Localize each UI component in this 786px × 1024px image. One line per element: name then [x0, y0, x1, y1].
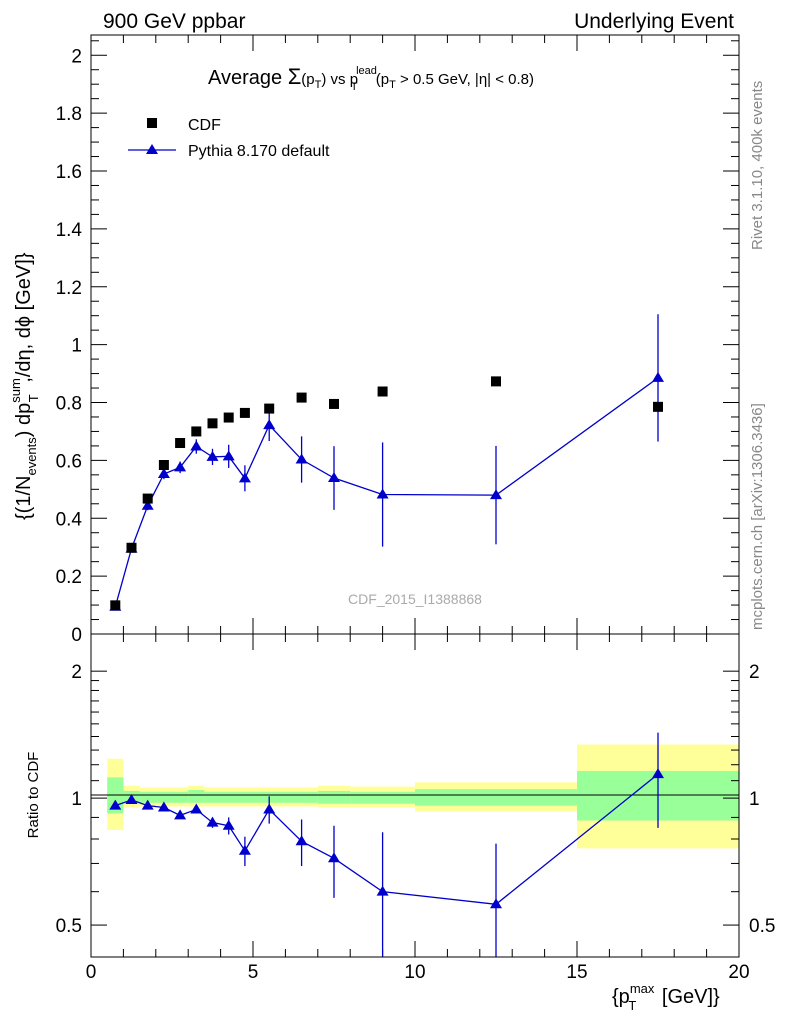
pythia-point — [157, 467, 170, 478]
cdf-point — [142, 493, 153, 504]
cdf-point — [377, 386, 388, 397]
main-y-tick-label: 1.2 — [56, 278, 82, 299]
ratio-y-tick-label: 1 — [71, 789, 82, 810]
cdf-point — [239, 407, 250, 418]
ratio-band-green — [350, 791, 415, 804]
x-axis-label: {pmax T [GeV]} — [612, 981, 720, 1013]
ratio-y-axis-label: Ratio to CDF — [25, 752, 42, 839]
pythia-point — [376, 488, 389, 499]
pythia-point — [238, 472, 251, 483]
cdf-point — [329, 398, 339, 409]
legend-label-cdf: CDF — [188, 117, 221, 134]
main-y-tick-label: 1.6 — [56, 162, 82, 183]
cdf-point — [296, 392, 307, 403]
ratio-panel: 0.5 0.51 12 20 5 10 15 20 Ratio to CDF {pmax T [… — [25, 633, 775, 1013]
main-y-tick-label: 1.8 — [56, 104, 82, 125]
ratio-band-green — [204, 791, 318, 803]
header-left: 900 GeV ppbar — [103, 10, 245, 33]
legend-marker-pythia — [146, 144, 158, 154]
main-y-tick-label: 0.8 — [56, 394, 82, 415]
ratio-y-tick-label-right: 2 — [749, 662, 760, 683]
series-cdf — [110, 376, 663, 611]
legend-label-pythia: Pythia 8.170 default — [188, 143, 330, 160]
ratio-pythia-point — [376, 885, 389, 896]
main-y-tick-label: 1.4 — [56, 220, 83, 241]
cdf-point — [207, 418, 218, 429]
ratio-uncertainty-bands — [107, 744, 739, 849]
ratio-pythia-point — [206, 816, 219, 827]
main-y-tick-label: 0 — [71, 625, 82, 646]
cdf-point — [175, 438, 186, 449]
cdf-point — [491, 376, 501, 387]
cdf-point — [653, 401, 663, 412]
ratio-pythia-point — [190, 803, 203, 814]
ratio-pythia-point — [490, 898, 502, 909]
ratio-pythia-point — [238, 844, 251, 855]
cdf-point — [126, 542, 137, 553]
cdf-point — [191, 426, 202, 437]
cdf-point — [264, 403, 275, 414]
chart-title: Average Σ(pT) vs plead T (pT > 0.5 GeV, |… — [208, 64, 534, 93]
ratio-pythia-point — [141, 799, 154, 810]
main-axis-ticks: 0 0.2 0.4 0.6 0.8 1 1.2 1.4 1.6 1.8 2 — [56, 35, 740, 646]
ratio-pythia-point — [157, 801, 170, 812]
series-pythia — [109, 314, 664, 611]
analysis-watermark: CDF_2015_I1388868 — [348, 591, 482, 607]
main-y-tick-label: 2 — [71, 46, 82, 67]
x-tick-label: 0 — [86, 962, 97, 983]
pythia-point — [206, 450, 219, 461]
legend: CDF Pythia 8.170 default — [128, 117, 330, 160]
ratio-band-green — [415, 789, 577, 806]
ratio-pythia-point — [263, 803, 276, 814]
ratio-pythia-point — [295, 835, 308, 846]
x-tick-label: 20 — [728, 962, 749, 983]
side-label-mcplots: mcplots.cern.ch [arXiv:1306.3436] — [749, 403, 766, 630]
main-y-tick-label: 0.2 — [56, 567, 82, 588]
x-tick-label: 15 — [566, 962, 587, 983]
ratio-band-green — [317, 790, 351, 804]
pythia-point — [328, 472, 340, 483]
ratio-band-green — [188, 790, 205, 803]
ratio-y-tick-label-right: 0.5 — [749, 916, 775, 937]
header-right: Underlying Event — [574, 10, 734, 33]
pythia-point — [490, 489, 502, 500]
ratio-y-tick-label: 0.5 — [56, 916, 82, 937]
legend-marker-cdf — [147, 118, 157, 128]
pythia-point — [174, 461, 187, 472]
cdf-point — [158, 460, 169, 471]
cdf-point — [110, 600, 121, 611]
pythia-point — [190, 440, 203, 451]
main-y-tick-label: 0.6 — [56, 451, 82, 472]
pythia-point — [222, 450, 235, 461]
x-tick-label: 5 — [248, 962, 259, 983]
ratio-pythia-point — [328, 852, 340, 863]
ratio-pythia-point — [652, 768, 664, 779]
pythia-point — [141, 499, 154, 510]
pythia-point — [295, 453, 308, 464]
ratio-pythia-point — [222, 819, 235, 830]
pythia-point — [263, 419, 276, 430]
ratio-plot-frame — [90, 633, 740, 958]
pythia-line — [114, 377, 659, 607]
main-y-tick-label: 1 — [71, 336, 82, 357]
x-tick-label: 10 — [404, 962, 425, 983]
ratio-y-tick-label: 2 — [71, 662, 82, 683]
ratio-pythia-point — [125, 793, 138, 804]
main-panel: 0 0.2 0.4 0.6 0.8 1 1.2 1.4 1.6 1.8 2 CDF_2015_I13… — [8, 34, 740, 646]
main-y-tick-label: 0.4 — [56, 509, 83, 530]
cdf-point — [223, 412, 234, 423]
pythia-point — [652, 371, 664, 382]
ratio-series-pythia — [109, 732, 664, 957]
side-label-rivet: Rivet 3.1.10, 400k events — [749, 81, 766, 250]
ratio-band-green — [139, 791, 189, 803]
main-y-axis-label: {(1/Nevents) dpsum T ,/dη, dϕ [GeV]} — [8, 252, 41, 520]
ratio-pythia-point — [174, 809, 187, 820]
ratio-y-tick-label-right: 1 — [749, 789, 760, 810]
ratio-axis-ticks: 0.5 0.51 12 20 5 10 15 20 — [56, 634, 775, 983]
ratio-pythia-point — [109, 799, 122, 810]
